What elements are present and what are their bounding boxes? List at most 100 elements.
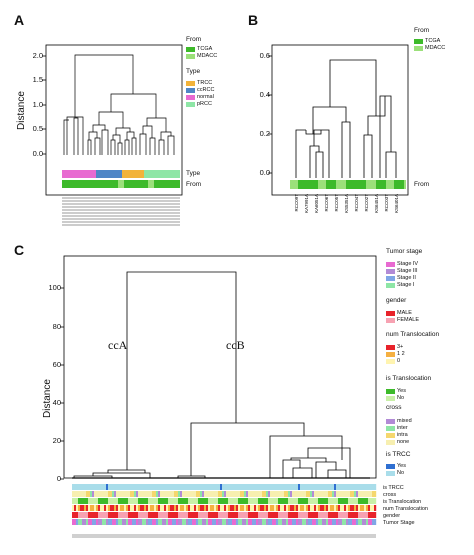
- annotation-cell: [324, 484, 327, 490]
- annotation-cell: [160, 505, 163, 511]
- annotation-cell: [186, 498, 189, 504]
- annotation-cell: [96, 484, 99, 490]
- annotation-cell: [178, 519, 181, 525]
- annotation-cell: [184, 519, 187, 525]
- annotation-cell: [350, 491, 353, 497]
- annotation-cell: [86, 505, 89, 511]
- annotation-cell: [246, 498, 249, 504]
- annotation-cell: [160, 498, 163, 504]
- annotation-cell: [358, 484, 361, 490]
- annotation-cell: [262, 484, 265, 490]
- annotation-cell: [174, 519, 177, 525]
- legend-item: 1 2: [386, 351, 405, 357]
- annotation-cell: [100, 505, 103, 511]
- annotation-cell: [174, 505, 177, 511]
- annotation-cell: [318, 505, 321, 511]
- annotation-cell: [332, 519, 335, 525]
- annotation-cell: [260, 512, 263, 518]
- annotation-cell: [264, 484, 267, 490]
- annotation-cell: [126, 484, 129, 490]
- annotation-cell: [338, 505, 341, 511]
- panel-b-dendrogram: [295, 59, 397, 178]
- annotation-cell: [336, 484, 339, 490]
- annotation-cell: [170, 484, 173, 490]
- annotation-cell: [296, 484, 299, 490]
- from-bar-segment: [326, 180, 336, 189]
- annotation-cell: [124, 491, 127, 497]
- annotation-cell: [330, 484, 333, 490]
- annotation-cell: [194, 519, 197, 525]
- annotation-cell: [90, 505, 93, 511]
- legend-cross-title: cross: [386, 404, 402, 411]
- annotation-cell: [270, 484, 273, 490]
- annotation-cell: [322, 484, 325, 490]
- annotation-cell: [186, 491, 189, 497]
- annotation-cell: [356, 512, 359, 518]
- annotation-cell: [352, 491, 355, 497]
- annotation-cell: [182, 519, 185, 525]
- annotation-cell: [254, 498, 257, 504]
- annotation-cell: [332, 498, 335, 504]
- annotation-cell: [128, 512, 131, 518]
- annotation-cell: [84, 512, 87, 518]
- annotation-cell: [148, 491, 151, 497]
- annotation-cell: [258, 498, 261, 504]
- annotation-cell: [362, 484, 365, 490]
- annotation-cell: [146, 505, 149, 511]
- annotation-cell: [272, 519, 275, 525]
- annotation-cell: [138, 484, 141, 490]
- annotation-cell: [138, 498, 141, 504]
- legend-item: Stage IV: [386, 261, 418, 267]
- annotation-cell: [222, 505, 225, 511]
- annotation-cell: [252, 491, 255, 497]
- annotation-cell: [212, 519, 215, 525]
- panel-c-axis-ticks: [60, 287, 64, 480]
- annotation-cell: [212, 491, 215, 497]
- annotation-cell: [76, 498, 79, 504]
- annotation-cell: [274, 505, 277, 511]
- annotation-cell: [260, 505, 263, 511]
- annotation-cell: [204, 498, 207, 504]
- annotation-cell: [366, 505, 369, 511]
- annotation-cell: [242, 512, 245, 518]
- annotation-cell: [276, 491, 279, 497]
- annotation-cell: [252, 498, 255, 504]
- annotation-cell: [140, 491, 143, 497]
- annotation-cell: [140, 505, 143, 511]
- annotation-cell: [302, 491, 305, 497]
- annotation-cell: [134, 519, 137, 525]
- annotation-cell: [226, 484, 229, 490]
- annotation-cell: [348, 484, 351, 490]
- annotation-cell: [300, 498, 303, 504]
- annotation-cell: [178, 498, 181, 504]
- annotation-cell: [354, 498, 357, 504]
- annotation-cell: [274, 519, 277, 525]
- annotation-cell: [346, 498, 349, 504]
- annotation-cell: [206, 491, 209, 497]
- annotation-cell: [172, 491, 175, 497]
- annotation-cell: [180, 519, 183, 525]
- annotation-cell: [218, 505, 221, 511]
- annotation-cell: [350, 519, 353, 525]
- annotation-cell: [148, 512, 151, 518]
- annotation-cell: [320, 512, 323, 518]
- annotation-cell: [218, 484, 221, 490]
- annotation-cell: [162, 484, 165, 490]
- panel-b-legend-from-title: From: [414, 27, 430, 34]
- annotation-cell: [326, 498, 329, 504]
- annotation-cell: [350, 484, 353, 490]
- annotation-cell: [106, 491, 109, 497]
- annotation-cell: [96, 519, 99, 525]
- annotation-cell: [328, 491, 331, 497]
- annotation-cell: [268, 519, 271, 525]
- annotation-cell: [228, 491, 231, 497]
- panel-a-legend-item: MDACC: [186, 53, 217, 59]
- annotation-cell: [154, 519, 157, 525]
- annotation-cell: [262, 491, 265, 497]
- annotation-cell: [120, 484, 123, 490]
- annotation-cell: [348, 498, 351, 504]
- annotation-cell: [112, 484, 115, 490]
- annotation-cell: [90, 498, 93, 504]
- annotation-cell: [206, 505, 209, 511]
- panel-c-frame: [63, 255, 377, 479]
